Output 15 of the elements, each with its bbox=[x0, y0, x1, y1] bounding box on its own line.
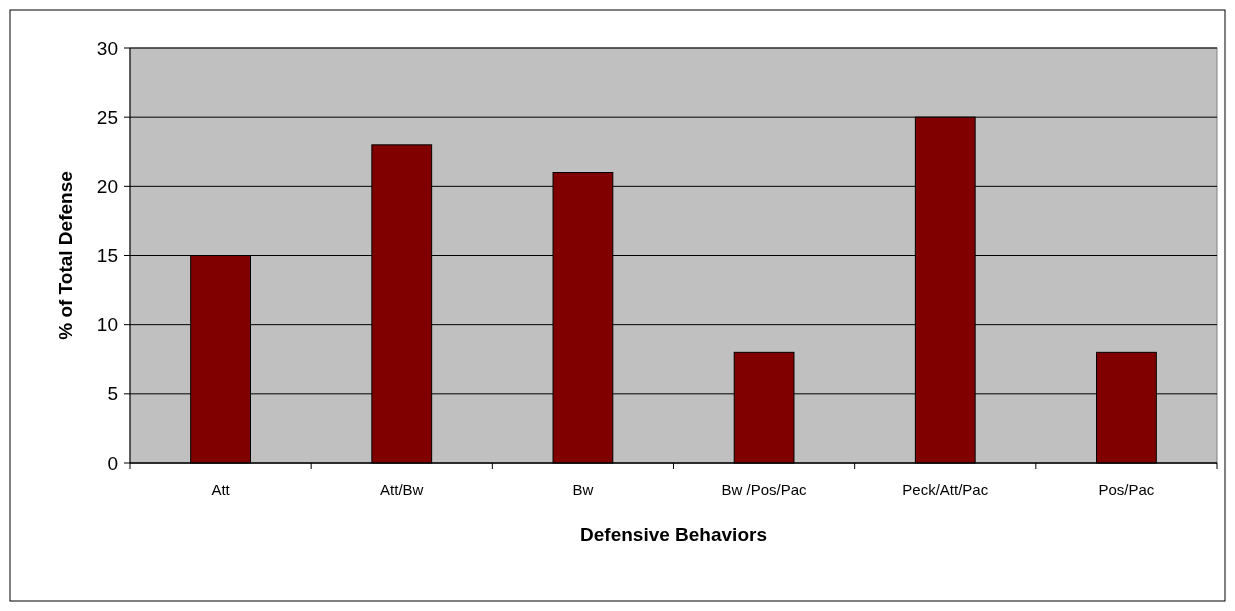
y-tick-label: 10 bbox=[96, 314, 118, 336]
y-tick-label: 25 bbox=[96, 106, 118, 128]
x-tick-label: Bw /Pos/Pac bbox=[721, 481, 808, 498]
x-tick-label: Peck/Att/Pac bbox=[902, 481, 989, 498]
x-tick-label: Bw bbox=[572, 481, 594, 498]
y-axis-title: % of Total Defense bbox=[55, 171, 76, 340]
y-tick-label: 20 bbox=[96, 175, 118, 197]
x-tick-label: Att/Bw bbox=[380, 481, 424, 498]
x-axis-title: Defensive Behaviors bbox=[580, 524, 767, 545]
y-tick-label: 30 bbox=[96, 37, 118, 59]
y-tick-label: 5 bbox=[107, 383, 118, 405]
y-tick-label: 0 bbox=[107, 452, 118, 474]
y-tick-label: 15 bbox=[96, 245, 118, 267]
x-tick-label: Att bbox=[211, 481, 231, 498]
x-tick-label: Pos/Pac bbox=[1098, 481, 1155, 498]
